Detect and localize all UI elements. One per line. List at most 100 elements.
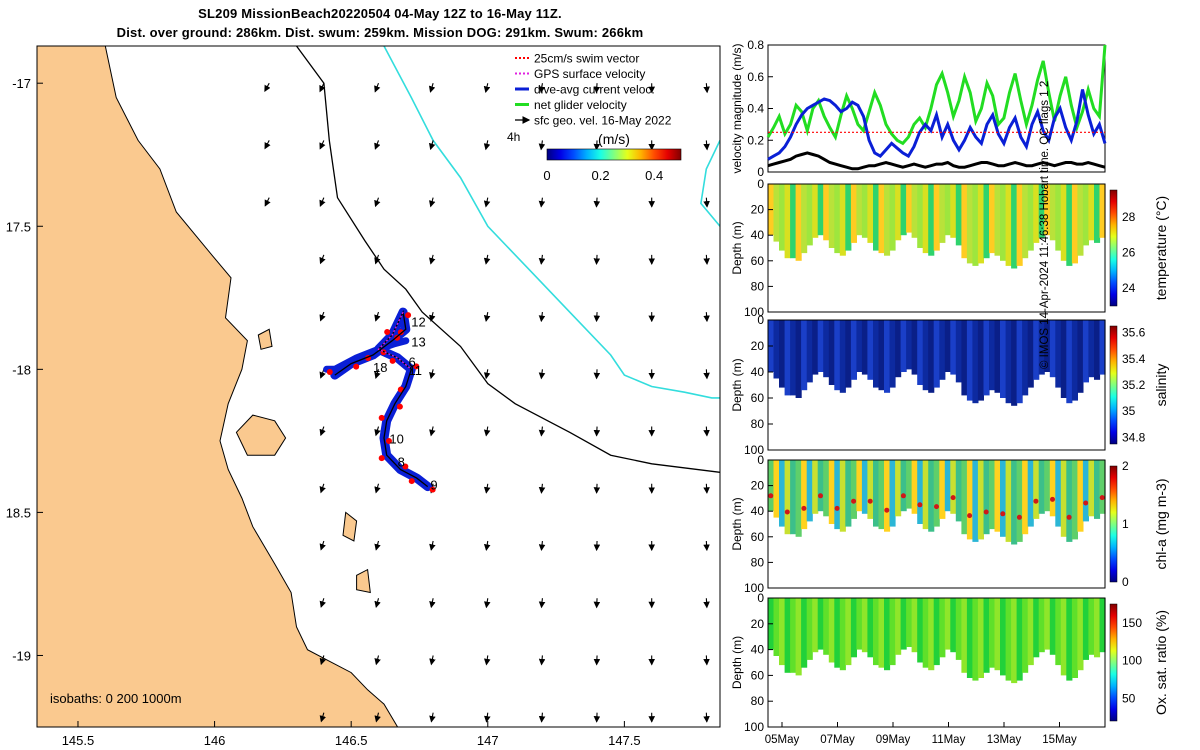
velocity-ytick-label: 0.4 xyxy=(747,102,764,116)
oxygen-section-column xyxy=(1011,598,1018,684)
temperature-section-column xyxy=(955,184,962,246)
map-ytick-label: 17.5 xyxy=(6,219,31,234)
swim-vector-mark xyxy=(405,312,412,319)
time-xtick-label: 13May xyxy=(987,734,1022,746)
oxygen-section-column xyxy=(983,598,990,673)
temperature-ytick-label: 100 xyxy=(744,305,764,319)
chl-a-section-column xyxy=(933,460,940,527)
salinity-section-column xyxy=(895,320,902,378)
chl-a-section-column xyxy=(1066,460,1073,542)
isobath-1000m xyxy=(383,46,720,399)
sfc-velocity-arrow xyxy=(483,598,491,609)
temperature-section-column xyxy=(834,184,841,254)
oxygen-section-column xyxy=(1088,598,1095,655)
chl-a-section-column xyxy=(773,460,780,518)
chl-a-ytick-label: 60 xyxy=(751,530,765,544)
temperature-ytick-label: 60 xyxy=(751,254,765,268)
isobath-label: isobaths: 0 200 1000m xyxy=(50,691,182,706)
sfc-velocity-arrow xyxy=(703,598,710,609)
salinity-ytick-label: 80 xyxy=(751,417,765,431)
salinity-section-column xyxy=(779,320,786,388)
chl-a-section-column xyxy=(944,460,951,512)
oxygen-section-column xyxy=(801,598,808,668)
sfc-velocity-arrow xyxy=(593,140,601,151)
oxygen-section-column xyxy=(779,598,786,666)
salinity-section-column xyxy=(966,320,973,401)
swim-vector-mark xyxy=(429,486,436,493)
chl-high-dot xyxy=(1050,496,1055,502)
salinity-section-column xyxy=(961,320,968,396)
chl-a-section-column xyxy=(1055,460,1062,527)
salinity-section-column xyxy=(1027,320,1034,388)
track-day-label: 12 xyxy=(411,314,425,329)
temperature-section-column xyxy=(1033,184,1040,243)
sfc-velocity-arrow xyxy=(703,655,710,666)
legend-entry-label: 25cm/s swim vector xyxy=(534,52,639,66)
chl-a-section-column xyxy=(878,460,885,530)
salinity-section-column xyxy=(1082,320,1089,383)
chl-a-ylabel: Depth (m) xyxy=(730,497,744,550)
map-colorbar-tick: 0 xyxy=(543,168,550,183)
oxygen-axes-box xyxy=(767,597,1106,728)
chl-a-section-column xyxy=(928,460,935,532)
temperature-section-column xyxy=(911,184,918,238)
salinity-ylabel: Depth (m) xyxy=(730,358,744,411)
temperature-section-column xyxy=(1099,184,1106,238)
temperature-section-column xyxy=(801,184,808,254)
oxygen-section-column xyxy=(1016,598,1023,681)
oxygen-section-column xyxy=(977,598,984,678)
temperature-section-column xyxy=(1044,184,1051,236)
swim-vector-mark xyxy=(326,369,333,376)
salinity-section-column xyxy=(944,320,951,372)
sfc-velocity-arrow xyxy=(319,598,326,608)
temperature-section-column xyxy=(1027,184,1034,251)
chl-high-dot xyxy=(1000,511,1006,517)
oxygen-section-column xyxy=(939,598,946,658)
temperature-section-column xyxy=(850,184,857,243)
chl-a-section-column xyxy=(873,460,880,527)
salinity-colorbar-label: salinity xyxy=(1153,364,1169,407)
temperature-section-column xyxy=(878,184,885,254)
oxygen-ytick-label: 100 xyxy=(744,720,764,734)
chl-a-section-column xyxy=(977,460,984,540)
sfc-velocity-arrow xyxy=(429,311,436,322)
sfc-velocity-arrow xyxy=(538,426,546,437)
chl-a-section-column xyxy=(1049,460,1056,517)
oxygen-section-column xyxy=(1082,598,1089,660)
island xyxy=(257,328,273,350)
salinity-section-column xyxy=(955,320,962,383)
sfc-velocity-arrow xyxy=(429,712,436,723)
sfc-velocity-arrow xyxy=(374,311,381,322)
chl-high-dot xyxy=(834,505,840,511)
track-day-label: 6 xyxy=(409,354,416,369)
chl-high-dot xyxy=(1083,500,1089,506)
track-day-label: 18 xyxy=(373,360,387,375)
salinity-section-column xyxy=(939,320,946,380)
sfc-velocity-arrow xyxy=(538,483,546,494)
chl-a-ytick-label: 100 xyxy=(744,581,764,595)
chl-a-ytick-label: 20 xyxy=(751,479,765,493)
oxygen-section-column xyxy=(773,598,780,656)
chl-a-section-column xyxy=(884,460,891,532)
oxygen-section-column xyxy=(795,598,802,676)
oxygen-section-column xyxy=(889,598,896,666)
oxygen-section-column xyxy=(1038,598,1045,653)
sfc-velocity-arrow xyxy=(483,369,491,380)
oxygen-section-column xyxy=(1060,598,1067,676)
oxygen-section-column xyxy=(972,598,979,681)
velocity-ytick-label: 0.2 xyxy=(747,133,764,147)
figure-title-line1: SL209 MissionBeach20220504 04-May 12Z to… xyxy=(198,6,562,21)
temperature-colorbar-tick: 26 xyxy=(1122,245,1136,259)
track-day-label: 13 xyxy=(411,334,425,349)
velocity-series-line xyxy=(767,89,1107,161)
salinity-section-column xyxy=(1066,320,1073,404)
salinity-section-column xyxy=(989,320,996,391)
oxygen-section-column xyxy=(828,598,835,663)
sfc-velocity-arrow xyxy=(703,197,710,208)
sfc-velocity-arrow xyxy=(429,369,436,380)
sfc-velocity-arrow xyxy=(374,655,381,666)
temperature-section-column xyxy=(795,184,802,261)
chl-a-section-column xyxy=(845,460,852,527)
isobath-1000m-ne xyxy=(700,140,720,227)
sfc-velocity-arrow xyxy=(538,598,546,609)
